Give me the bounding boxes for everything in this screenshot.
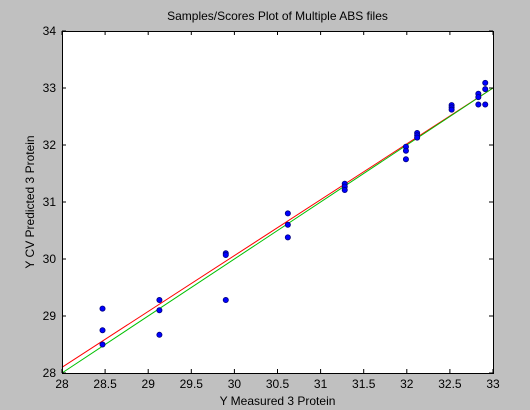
data-point: [482, 86, 489, 93]
x-tick-label: 28.5: [93, 377, 117, 391]
data-point: [475, 101, 482, 108]
data-point: [402, 147, 409, 154]
fit-lines: [61, 87, 494, 374]
data-point: [482, 101, 489, 108]
data-point: [475, 94, 482, 101]
x-tick-label: 31: [314, 377, 328, 391]
data-points: [99, 79, 489, 348]
x-tick-label: 28: [55, 377, 69, 391]
data-point: [448, 106, 455, 113]
y-tick-label: 28: [43, 366, 57, 380]
data-point: [402, 156, 409, 163]
data-point: [156, 331, 163, 338]
data-point: [222, 252, 229, 259]
data-point: [414, 134, 421, 141]
fit-line-2: [61, 87, 494, 374]
y-tick-label: 31: [43, 195, 57, 209]
plot-area: [62, 31, 493, 373]
data-point: [156, 307, 163, 314]
data-point: [284, 210, 291, 217]
x-tick-label: 31.5: [352, 377, 376, 391]
data-point: [482, 79, 489, 86]
data-point: [99, 341, 106, 348]
data-point: [156, 297, 163, 304]
y-tick-label: 29: [43, 309, 57, 323]
y-axis: 28 29 30 31 32 33 34: [43, 24, 493, 380]
data-point: [341, 187, 348, 194]
fit-line-1: [61, 87, 494, 368]
x-tick-label: 30: [228, 377, 242, 391]
x-axis-label: Y Measured 3 Protein: [220, 394, 336, 408]
y-axis-label: Y CV Predicted 3 Protein: [23, 135, 37, 268]
y-tick-label: 33: [43, 81, 57, 95]
x-tick-label: 29.5: [180, 377, 204, 391]
data-point: [284, 234, 291, 241]
data-point: [99, 305, 106, 312]
data-point: [284, 221, 291, 228]
data-point: [222, 297, 229, 304]
x-tick-label: 32.5: [438, 377, 462, 391]
y-tick-label: 34: [43, 24, 57, 38]
chart-title: Samples/Scores Plot of Multiple ABS file…: [167, 9, 388, 23]
y-tick-label: 32: [43, 138, 57, 152]
y-tick-label: 30: [43, 252, 57, 266]
data-point: [99, 327, 106, 334]
x-tick-label: 29: [142, 377, 156, 391]
x-tick-label: 32: [400, 377, 414, 391]
x-axis: 28 28.5 29 29.5 30 30.5 31 31.5 32 32.5 33: [55, 31, 500, 391]
x-tick-label: 33: [486, 377, 500, 391]
x-tick-label: 30.5: [266, 377, 290, 391]
